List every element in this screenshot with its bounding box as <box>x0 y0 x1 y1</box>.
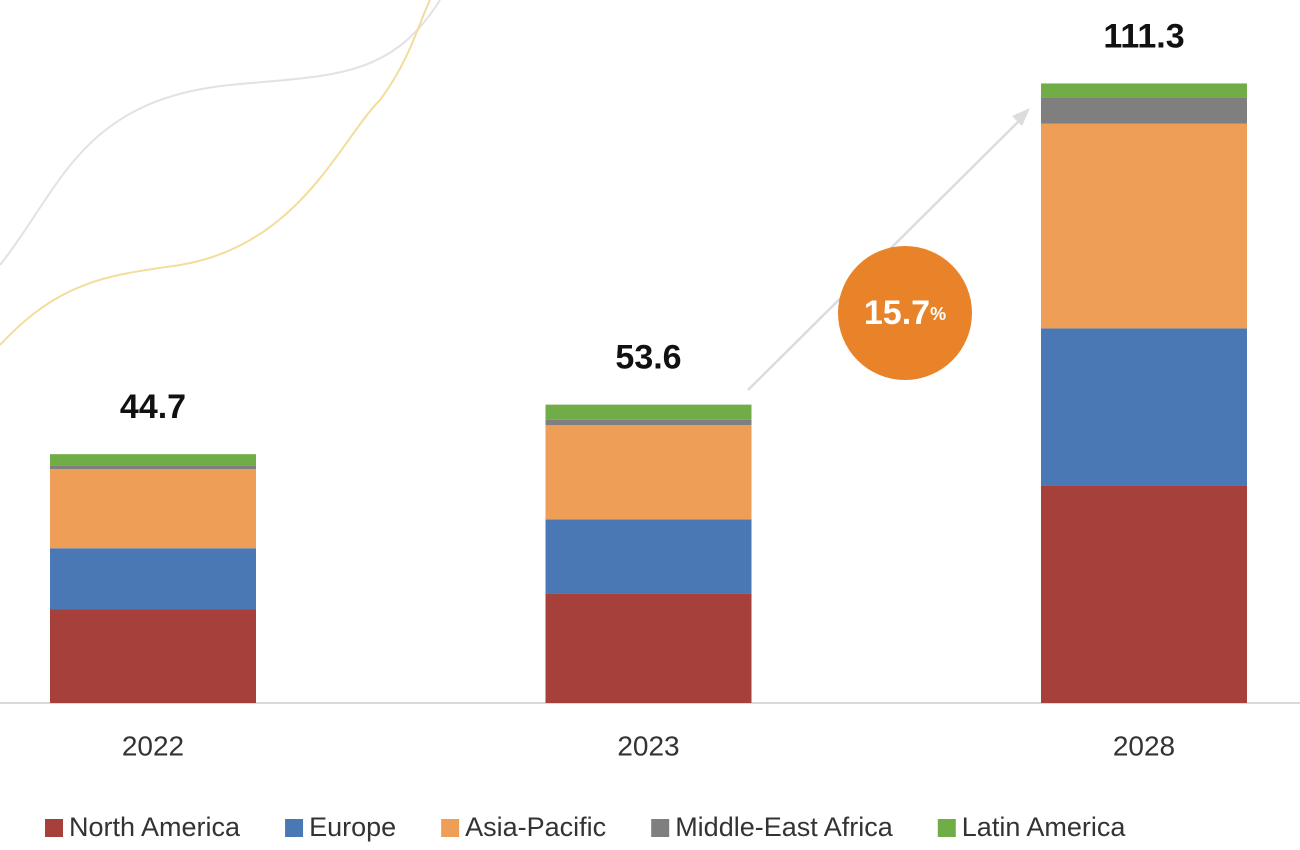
total-label: 53.6 <box>615 339 681 377</box>
bar-segment <box>50 548 256 610</box>
legend-label: Europe <box>309 812 396 842</box>
legend-label: North America <box>69 812 241 842</box>
x-tick-label: 2023 <box>617 730 679 761</box>
bar-segment <box>545 419 752 426</box>
bar-segment <box>545 425 752 520</box>
legend-label: Asia-Pacific <box>465 812 606 842</box>
bar-segment <box>545 519 752 594</box>
bar-segment <box>1041 328 1247 486</box>
legend-swatch <box>285 819 304 837</box>
cagr-badge <box>838 246 972 380</box>
bar-segment <box>50 454 256 466</box>
x-tick-label: 2022 <box>122 730 184 761</box>
cagr-value: 15.7 <box>864 294 930 332</box>
legend-swatch <box>937 819 956 837</box>
bar-segment <box>1041 485 1247 703</box>
bar-segment <box>50 469 256 549</box>
x-tick-label: 2028 <box>1113 730 1175 761</box>
legend-label: Middle-East Africa <box>675 812 894 842</box>
bar-segment <box>545 404 752 420</box>
cagr-label: 15.7% <box>864 294 946 332</box>
bar-segment <box>545 593 752 703</box>
legend-swatch <box>45 819 63 837</box>
legend-swatch <box>651 819 670 837</box>
total-label: 44.7 <box>120 388 186 426</box>
bar-segment <box>1041 83 1247 98</box>
bar-segment <box>50 609 256 703</box>
legend-swatch <box>441 819 460 837</box>
total-label: 111.3 <box>1103 17 1184 55</box>
arrow-head <box>1012 108 1030 126</box>
bar-segment <box>1041 123 1247 329</box>
legend-label: Latin America <box>962 812 1127 842</box>
bar-segment <box>1041 97 1247 124</box>
decor-curve <box>0 0 441 266</box>
bar-segment <box>50 465 256 470</box>
decor-curve <box>0 0 431 346</box>
cagr-unit: % <box>930 304 946 324</box>
